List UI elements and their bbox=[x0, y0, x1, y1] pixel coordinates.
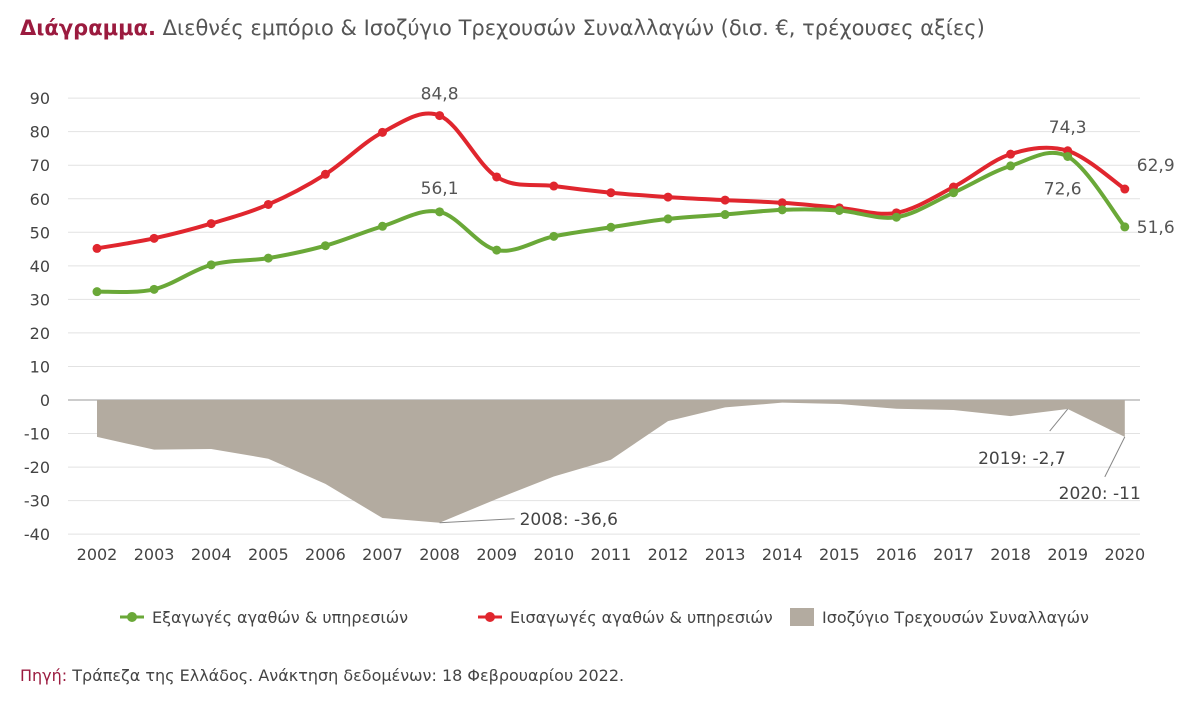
data-label: 74,3 bbox=[1049, 118, 1087, 138]
data-point-imports bbox=[663, 192, 673, 202]
data-point-imports bbox=[435, 111, 445, 121]
x-tick-label: 2020 bbox=[1104, 545, 1145, 564]
x-tick-label: 2011 bbox=[591, 545, 632, 564]
data-point-exports bbox=[92, 287, 102, 297]
x-tick-label: 2018 bbox=[990, 545, 1031, 564]
data-point-exports bbox=[720, 210, 730, 220]
data-point-exports bbox=[435, 207, 445, 217]
y-tick-label: 60 bbox=[30, 190, 50, 209]
data-point-exports bbox=[1120, 222, 1130, 232]
line-exports bbox=[96, 150, 1127, 295]
x-tick-label: 2016 bbox=[876, 545, 917, 564]
x-tick-label: 2015 bbox=[819, 545, 860, 564]
data-point-exports bbox=[263, 253, 273, 263]
leader-line bbox=[1104, 436, 1126, 478]
data-label: 62,9 bbox=[1137, 156, 1175, 176]
y-tick-label: -10 bbox=[24, 425, 50, 444]
x-tick-label: 2006 bbox=[305, 545, 346, 564]
data-point-exports bbox=[891, 212, 901, 222]
x-tick-label: 2003 bbox=[134, 545, 175, 564]
data-point-exports bbox=[1006, 161, 1016, 171]
x-tick-label: 2008 bbox=[419, 545, 460, 564]
x-tick-label: 2014 bbox=[762, 545, 803, 564]
legend-label: Εισαγωγές αγαθών & υπηρεσιών bbox=[510, 608, 773, 627]
title-lead: Διάγραμμα. bbox=[20, 16, 156, 40]
x-tick-label: 2002 bbox=[77, 545, 118, 564]
y-tick-label: 70 bbox=[30, 156, 50, 175]
data-point-exports bbox=[834, 205, 844, 215]
y-tick-label: 0 bbox=[40, 391, 50, 410]
data-point-imports bbox=[492, 172, 502, 182]
x-tick-label: 2013 bbox=[705, 545, 746, 564]
data-label: 84,8 bbox=[421, 85, 459, 105]
data-point-exports bbox=[206, 260, 216, 270]
data-point-imports bbox=[92, 243, 102, 253]
x-tick-label: 2004 bbox=[191, 545, 232, 564]
data-label: 51,6 bbox=[1137, 218, 1175, 238]
chart-title: Διάγραμμα. Διεθνές εμπόριο & Ισοζύγιο Τρ… bbox=[20, 16, 985, 40]
title-text: Διεθνές εμπόριο & Ισοζύγιο Τρεχουσών Συν… bbox=[162, 16, 985, 40]
data-point-exports bbox=[320, 241, 330, 251]
source-text: Τράπεζα της Ελλάδος. Ανάκτηση δεδομένων:… bbox=[72, 666, 625, 685]
data-point-imports bbox=[320, 169, 330, 179]
source-label: Πηγή: bbox=[20, 666, 68, 685]
data-point-exports bbox=[949, 188, 958, 198]
x-tick-label: 2010 bbox=[533, 545, 574, 564]
y-tick-label: 90 bbox=[30, 89, 50, 108]
data-point-exports bbox=[378, 221, 387, 231]
data-point-exports bbox=[1063, 151, 1073, 161]
data-point-imports bbox=[720, 195, 730, 205]
data-point-exports bbox=[549, 231, 559, 241]
legend-label: Ισοζύγιο Τρεχουσών Συναλλαγών bbox=[822, 608, 1089, 627]
data-point-exports bbox=[492, 245, 502, 255]
data-label: 2019: -2,7 bbox=[978, 449, 1066, 469]
x-tick-label: 2017 bbox=[933, 545, 974, 564]
y-tick-label: -30 bbox=[24, 492, 50, 511]
legend-label: Εξαγωγές αγαθών & υπηρεσιών bbox=[152, 608, 408, 627]
data-label: 72,6 bbox=[1044, 179, 1082, 199]
data-point-exports bbox=[663, 214, 673, 224]
data-point-exports bbox=[777, 205, 787, 215]
data-point-imports bbox=[149, 233, 159, 243]
x-tick-label: 2005 bbox=[248, 545, 289, 564]
legend-marker bbox=[485, 612, 495, 622]
y-tick-label: -20 bbox=[24, 458, 50, 477]
y-tick-label: 80 bbox=[30, 123, 50, 142]
source-note: Πηγή: Τράπεζα της Ελλάδος. Ανάκτηση δεδο… bbox=[20, 666, 624, 685]
data-point-imports bbox=[549, 181, 559, 191]
y-tick-label: 10 bbox=[30, 357, 50, 376]
data-label: 2008: -36,6 bbox=[520, 510, 618, 530]
data-label: 2020: -11 bbox=[1059, 484, 1141, 504]
area-balance bbox=[97, 400, 1125, 523]
data-point-exports bbox=[149, 284, 159, 294]
data-point-imports bbox=[1120, 184, 1130, 194]
data-label: 56,1 bbox=[421, 179, 459, 199]
leader-line bbox=[439, 518, 515, 524]
y-tick-label: 50 bbox=[30, 223, 50, 242]
data-point-imports bbox=[263, 199, 273, 209]
data-point-imports bbox=[606, 188, 616, 198]
leader-line bbox=[1049, 408, 1069, 432]
legend-swatch bbox=[790, 608, 814, 626]
x-tick-label: 2019 bbox=[1047, 545, 1088, 564]
y-tick-label: -40 bbox=[24, 525, 50, 544]
legend-marker bbox=[127, 612, 137, 622]
data-point-imports bbox=[777, 198, 787, 208]
data-point-imports bbox=[206, 219, 216, 229]
data-point-exports bbox=[606, 222, 616, 232]
y-tick-label: 30 bbox=[30, 290, 50, 309]
y-tick-label: 20 bbox=[30, 324, 50, 343]
x-tick-label: 2007 bbox=[362, 545, 403, 564]
x-tick-label: 2009 bbox=[476, 545, 517, 564]
data-point-imports bbox=[378, 127, 387, 137]
data-point-imports bbox=[1006, 149, 1016, 159]
y-tick-label: 40 bbox=[30, 257, 50, 276]
x-tick-label: 2012 bbox=[648, 545, 689, 564]
